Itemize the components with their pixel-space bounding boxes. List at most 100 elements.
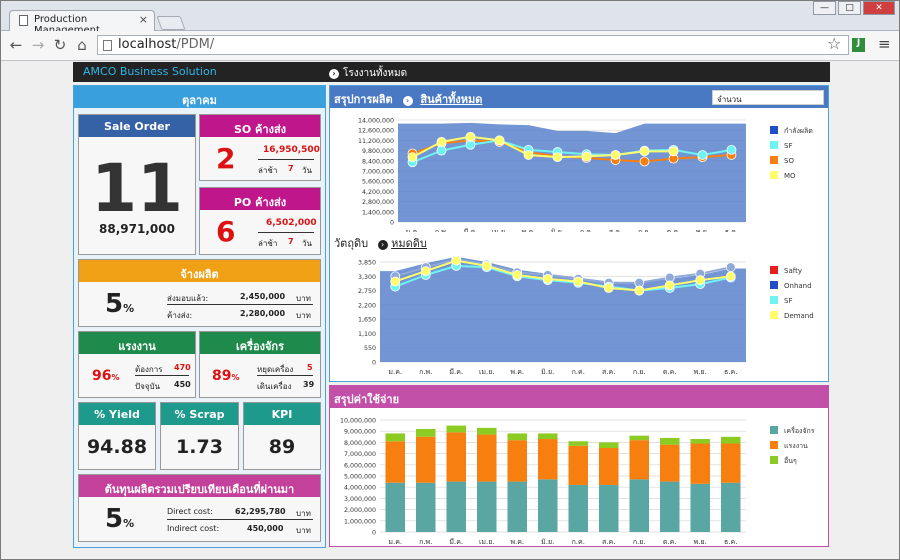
new-tab-button[interactable] bbox=[156, 16, 186, 30]
subcontract-title: จ้างผลิต bbox=[79, 260, 320, 282]
legend-label: Safty bbox=[784, 267, 802, 275]
percent-sign: % bbox=[123, 517, 135, 530]
mo-point bbox=[436, 136, 447, 147]
subcontract-card[interactable]: จ้างผลิต 5% ส่งมอบแล้ว: 2,450,000 บาท ค้… bbox=[78, 259, 321, 327]
indirect-cost-label: Indirect cost: bbox=[167, 524, 220, 533]
mo-point bbox=[494, 135, 505, 146]
so-pending-title: SO ค้างส่ง bbox=[200, 115, 320, 137]
direct-cost-label: Direct cost: bbox=[167, 507, 213, 516]
material-xtick-label: ก.ย. bbox=[633, 368, 646, 376]
expense-bar-1 bbox=[446, 432, 467, 482]
expense-bar-2 bbox=[446, 425, 467, 433]
extension-icon[interactable]: J bbox=[852, 38, 865, 52]
production-xtick-label: ก.พ. bbox=[435, 228, 448, 232]
expense-bar-0 bbox=[476, 481, 497, 532]
expense-bar-1 bbox=[507, 440, 528, 482]
material-ytick-label: 2,750 bbox=[358, 288, 376, 295]
mo-point bbox=[465, 131, 476, 142]
sf-point bbox=[697, 150, 708, 160]
machine-card[interactable]: เครื่องจักร 89% หยุดเครื่อง 5 เดินเครื่อ… bbox=[199, 331, 321, 398]
menu-icon[interactable]: ≡ bbox=[878, 35, 891, 53]
expense-bar-2 bbox=[415, 428, 436, 437]
so-late-unit: วัน bbox=[302, 166, 312, 175]
expense-xtick-label: ก.พ. bbox=[419, 538, 432, 546]
expense-xtick-label: มิ.ย. bbox=[541, 538, 554, 546]
sf-point bbox=[726, 144, 737, 155]
production-ytick-label: 1,400,000 bbox=[362, 209, 394, 216]
legend-label: กำลังผลิต bbox=[784, 127, 813, 135]
material-xtick-label: พ.ค. bbox=[510, 368, 524, 376]
page-content: AMCO Business Solution › โรงงานทั้งหมด ตุ… bbox=[1, 61, 899, 559]
reload-icon[interactable]: ↻ bbox=[53, 36, 67, 54]
material-link[interactable]: หมดดิบ bbox=[391, 237, 427, 250]
home-icon[interactable]: ⌂ bbox=[77, 36, 87, 54]
production-select[interactable]: จำนวน bbox=[712, 90, 824, 105]
yield-title: % Yield bbox=[79, 403, 155, 425]
sale-order-card[interactable]: Sale Order 11 88,971,000 bbox=[78, 114, 196, 255]
safty-line bbox=[394, 258, 731, 284]
legend-swatch bbox=[770, 171, 778, 179]
machine-run-value: 39 bbox=[303, 380, 315, 389]
page-icon bbox=[19, 15, 28, 26]
expense-ytick-label: 7,000,000 bbox=[344, 451, 376, 458]
maximize-button[interactable]: □ bbox=[838, 1, 861, 15]
labor-percent-wrap: 96% bbox=[92, 368, 120, 384]
material-xtick-label: ม.ค. bbox=[388, 368, 402, 376]
production-link[interactable]: สินค้าทั้งหมด bbox=[420, 93, 483, 106]
mo-point bbox=[581, 151, 592, 162]
material-xtick-label: พ.ย. bbox=[694, 368, 707, 376]
address-bar[interactable]: localhost/PDM/ bbox=[97, 35, 849, 55]
production-xtick-label: มี.ค. bbox=[464, 228, 478, 232]
material-xtick-label: มิ.ย. bbox=[541, 368, 554, 376]
bookmark-star-icon[interactable]: ☆ bbox=[827, 34, 842, 53]
production-panel: สรุปการผลิต › สินค้าทั้งหมด จำนวน 0 1,400… bbox=[329, 85, 829, 382]
expense-ytick-label: 10,000,000 bbox=[340, 418, 376, 425]
percent-sign: % bbox=[231, 373, 240, 382]
po-pending-card[interactable]: PO ค้างส่ง 6 6,502,000 ล่าช้า 7 วัน bbox=[199, 187, 321, 255]
kpi-card[interactable]: KPI 89 bbox=[243, 402, 321, 470]
yield-card[interactable]: % Yield 94.88 bbox=[78, 402, 156, 470]
mo-point bbox=[610, 150, 621, 160]
close-window-button[interactable]: ✕ bbox=[863, 1, 895, 15]
delivered-unit: บาท bbox=[296, 294, 311, 303]
legend-label: แรงงาน bbox=[784, 442, 808, 450]
expense-bar-2 bbox=[659, 437, 680, 445]
po-pending-title: PO ค้างส่ง bbox=[200, 188, 320, 210]
production-xtick-label: ธ.ค. bbox=[725, 228, 738, 232]
subcontract-percent: 5 bbox=[105, 289, 124, 319]
month-title: ตุลาคม bbox=[74, 86, 325, 108]
labor-card[interactable]: แรงงาน 96% ต้องการ 470 ปัจจุบัน 450 bbox=[78, 331, 196, 398]
minimize-button[interactable]: — bbox=[813, 1, 836, 15]
legend-swatch bbox=[770, 141, 778, 149]
material-xtick-label: ธ.ค. bbox=[724, 368, 737, 376]
expense-bar-0 bbox=[446, 481, 467, 532]
legend-label: MO bbox=[784, 172, 796, 180]
sale-order-title: Sale Order bbox=[79, 115, 195, 137]
expense-xtick-label: ก.ค. bbox=[572, 538, 585, 546]
material-ytick-label: 1,100 bbox=[358, 331, 376, 338]
material-chart: 0 550 1,100 1,650 2,200 2,750 3,300 3,850 ม.ค. ก.… bbox=[358, 256, 814, 376]
expense-ytick-label: 8,000,000 bbox=[344, 440, 376, 447]
so-pending-card[interactable]: SO ค้างส่ง 2 16,950,500 ล่าช้า 7 วัน bbox=[199, 114, 321, 181]
close-tab-icon[interactable]: × bbox=[138, 13, 148, 26]
mo-point bbox=[523, 150, 534, 160]
delivered-value: 2,450,000 bbox=[240, 292, 286, 301]
browser-tab[interactable]: Production Management × bbox=[9, 10, 155, 36]
machine-run-label: เดินเครื่อง bbox=[257, 382, 292, 391]
scrap-title: % Scrap bbox=[161, 403, 238, 425]
machine-percent: 89 bbox=[212, 368, 232, 384]
production-xtick-label: พ.ค. bbox=[522, 228, 536, 232]
legend-swatch bbox=[770, 126, 778, 134]
legend-swatch bbox=[770, 441, 778, 449]
percent-sign: % bbox=[111, 373, 120, 382]
material-ytick-label: 550 bbox=[364, 345, 376, 352]
back-icon[interactable]: ← bbox=[9, 36, 23, 54]
material-ytick-label: 0 bbox=[372, 360, 376, 367]
material-xtick-label: ต.ค. bbox=[663, 368, 677, 376]
cost-compare-card[interactable]: ต้นทุนผลิตรวมเปรียบเทียบเดือนที่ผ่านมา 5… bbox=[78, 474, 321, 542]
legend-swatch bbox=[770, 281, 778, 289]
plant-selector[interactable]: › โรงงานทั้งหมด bbox=[329, 66, 407, 81]
cost-percent-wrap: 5% bbox=[105, 504, 134, 534]
forward-icon[interactable]: → bbox=[31, 36, 45, 54]
scrap-card[interactable]: % Scrap 1.73 bbox=[160, 402, 239, 470]
